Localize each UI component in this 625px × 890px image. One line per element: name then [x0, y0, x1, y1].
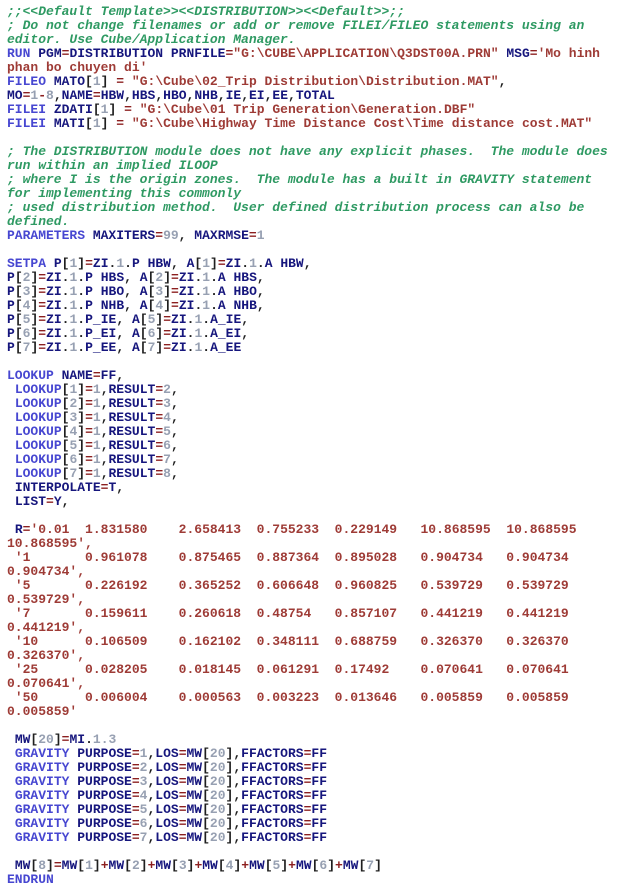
code-line: LOOKUP[7]=1,RESULT=8,: [14, 466, 179, 481]
code-line: PARAMETERS MAXITERS=99, MAXRMSE=1: [7, 228, 265, 243]
code-line: LOOKUP[1]=1,RESULT=2,: [14, 382, 179, 397]
code-line: ; The DISTRIBUTION module does not have …: [7, 144, 608, 159]
code-line: LOOKUP[3]=1,RESULT=4,: [14, 410, 179, 425]
code-line: R='0.01 1.831580 2.658413 0.755233 0.229…: [14, 522, 577, 537]
code-line: MW[20]=MI.1.3: [14, 732, 117, 747]
code-line: [7, 131, 621, 145]
code-line: 10.868595',: [7, 536, 93, 551]
code-line: 0.005859': [7, 704, 78, 719]
code-line: [7, 509, 621, 523]
code-line: '25 0.028205 0.018145 0.061291 0.17492 0…: [14, 662, 569, 677]
code-line: LOOKUP[2]=1,RESULT=3,: [14, 396, 179, 411]
code-line: P[5]=ZI.1.P_IE, A[5]=ZI.1.A_IE,: [7, 312, 250, 327]
code-line: RUN PGM=DISTRIBUTION PRNFILE="G:\CUBE\AP…: [7, 46, 600, 61]
code-line: 0.326370',: [7, 648, 86, 663]
code-line: 0.904734',: [7, 564, 86, 579]
code-line: ENDRUN: [7, 872, 54, 887]
code-line: for implementing this commonly: [7, 186, 242, 201]
code-line: GRAVITY PURPOSE=6,LOS=MW[20],FFACTORS=FF: [14, 816, 327, 831]
code-line: ; used distribution method. User defined…: [7, 200, 585, 215]
code-line: GRAVITY PURPOSE=4,LOS=MW[20],FFACTORS=FF: [14, 788, 327, 803]
code-line: GRAVITY PURPOSE=5,LOS=MW[20],FFACTORS=FF: [14, 802, 327, 817]
code-line: [7, 719, 621, 733]
code-line: [7, 845, 621, 859]
code-line: MO=1-8,NAME=HBW,HBS,HBO,NHB,IE,EI,EE,TOT…: [7, 88, 335, 103]
code-line: ;;<<Default Template>><<DISTRIBUTION>><<…: [7, 4, 405, 19]
code-line: LOOKUP[4]=1,RESULT=5,: [14, 424, 179, 439]
code-line: defined.: [7, 214, 70, 229]
code-line: phan bo chuyen di': [7, 60, 148, 75]
code-line: GRAVITY PURPOSE=2,LOS=MW[20],FFACTORS=FF: [14, 760, 327, 775]
code-line: P[3]=ZI.1.P HBO, A[3]=ZI.1.A HBO,: [7, 284, 265, 299]
code-line: editor. Use Cube/Application Manager.: [7, 32, 296, 47]
code-line: INTERPOLATE=T,: [14, 480, 125, 495]
code-line: GRAVITY PURPOSE=7,LOS=MW[20],FFACTORS=FF: [14, 830, 327, 845]
code-line: GRAVITY PURPOSE=1,LOS=MW[20],FFACTORS=FF: [14, 746, 327, 761]
code-line: '50 0.006004 0.000563 0.003223 0.013646 …: [14, 690, 569, 705]
code-line: run within an implied ILOOP: [7, 158, 218, 173]
code-line: ; where I is the origin zones. The modul…: [7, 172, 593, 187]
code-line: FILEI ZDATI[1] = "G:\Cube\01 Trip Genera…: [7, 102, 476, 117]
code-line: FILEO MATO[1] = "G:\Cube\02_Trip Distrib…: [7, 74, 507, 89]
code-line: P[2]=ZI.1.P HBS, A[2]=ZI.1.A HBS,: [7, 270, 265, 285]
code-line: [7, 355, 621, 369]
code-line: GRAVITY PURPOSE=3,LOS=MW[20],FFACTORS=FF: [14, 774, 327, 789]
code-line: [7, 243, 621, 257]
code-line: LIST=Y,: [14, 494, 70, 509]
code-line: '1 0.961078 0.875465 0.887364 0.895028 0…: [14, 550, 569, 565]
code-line: MW[8]=MW[1]+MW[2]+MW[3]+MW[4]+MW[5]+MW[6…: [14, 858, 382, 873]
code-line: '5 0.226192 0.365252 0.606648 0.960825 0…: [14, 578, 569, 593]
code-line: 0.539729',: [7, 592, 86, 607]
code-line: P[6]=ZI.1.P_EI, A[6]=ZI.1.A_EI,: [7, 326, 250, 341]
code-line: ; Do not change filenames or add or remo…: [7, 18, 585, 33]
code-line: P[4]=ZI.1.P NHB, A[4]=ZI.1.A NHB,: [7, 298, 265, 313]
code-line: P[7]=ZI.1.P_EE, A[7]=ZI.1.A_EE: [7, 340, 242, 355]
code-line: FILEI MATI[1] = "G:\Cube\Highway Time Di…: [7, 116, 593, 131]
code-line: 0.070641',: [7, 676, 86, 691]
code-line: LOOKUP[6]=1,RESULT=7,: [14, 452, 179, 467]
code-line: '10 0.106509 0.162102 0.348111 0.688759 …: [14, 634, 569, 649]
code-line: LOOKUP NAME=FF,: [7, 368, 125, 383]
code-line: '7 0.159611 0.260618 0.48754 0.857107 0.…: [14, 606, 569, 621]
code-line: 0.441219',: [7, 620, 86, 635]
code-line: SETPA P[1]=ZI.1.P HBW, A[1]=ZI.1.A HBW,: [7, 256, 312, 271]
code-line: LOOKUP[5]=1,RESULT=6,: [14, 438, 179, 453]
